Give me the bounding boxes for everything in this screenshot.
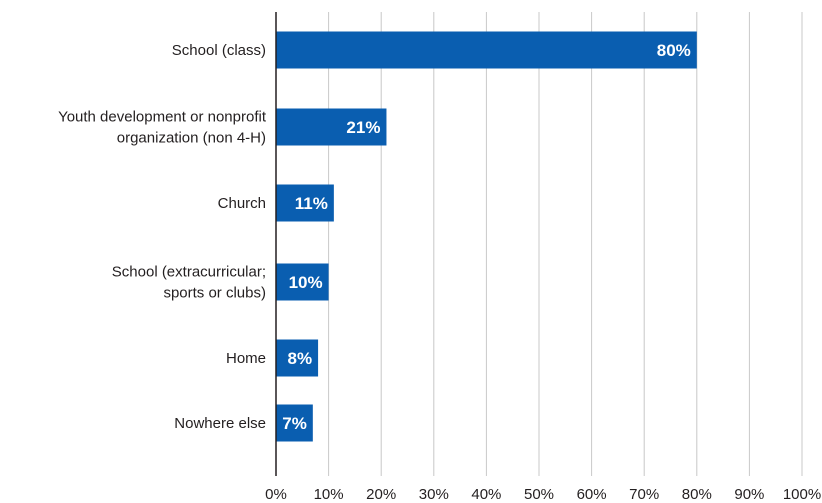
- category-labels: School (class) Youth development or nonpr…: [58, 42, 267, 432]
- x-tick-label: 100%: [783, 486, 821, 503]
- bar: [276, 404, 313, 442]
- gridlines: [328, 12, 803, 476]
- x-tick-label: 70%: [629, 486, 659, 503]
- data-label: 7%: [282, 414, 307, 433]
- data-label: 21%: [346, 118, 380, 137]
- x-tick-label: 20%: [366, 486, 396, 503]
- x-tick-label: 50%: [524, 486, 554, 503]
- category-label: School (extracurricular; sports or clubs): [112, 264, 266, 302]
- data-label: 80%: [657, 41, 691, 60]
- x-axis-tick-labels: 0% 10% 20% 30% 40% 50% 60% 70% 80% 90% 100%: [265, 486, 821, 503]
- bar: [276, 184, 334, 222]
- x-tick-label: 0%: [265, 486, 287, 503]
- data-label: 10%: [289, 273, 323, 292]
- bar: [276, 31, 697, 69]
- bar: [276, 339, 319, 377]
- category-label: Nowhere else: [174, 415, 266, 432]
- bar: [276, 108, 387, 146]
- category-label: Home: [226, 350, 266, 367]
- x-tick-label: 90%: [734, 486, 764, 503]
- bars: 80% 21% 11% 10% 8% 7%: [276, 31, 697, 442]
- x-tick-label: 80%: [682, 486, 712, 503]
- x-tick-label: 30%: [419, 486, 449, 503]
- category-label: School (class): [172, 42, 266, 59]
- x-tick-label: 10%: [314, 486, 344, 503]
- x-tick-label: 60%: [577, 486, 607, 503]
- data-label: 11%: [295, 194, 328, 213]
- x-tick-label: 40%: [471, 486, 501, 503]
- bar: [276, 263, 329, 301]
- data-label: 8%: [288, 349, 313, 368]
- category-label: Church: [218, 195, 266, 212]
- category-label: Youth development or nonprofit organizati…: [58, 109, 267, 147]
